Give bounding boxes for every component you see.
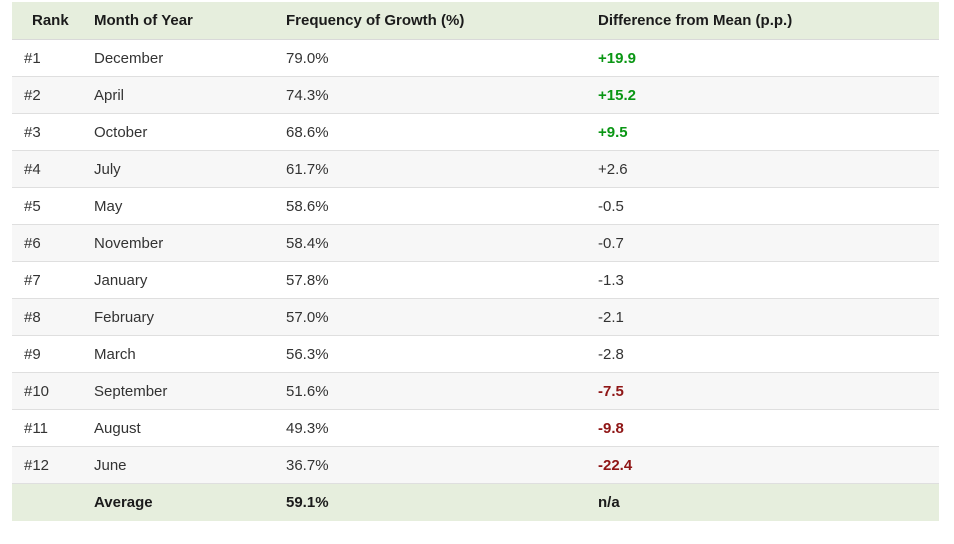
- difference-cell: -7.5: [586, 372, 939, 410]
- difference-value: -0.7: [598, 234, 624, 252]
- difference-cell: -0.7: [586, 224, 939, 262]
- frequency-cell: 36.7%: [274, 446, 586, 484]
- difference-value: -2.1: [598, 308, 624, 326]
- table-footer: Average 59.1% n/a: [12, 483, 939, 521]
- month-cell: August: [82, 409, 274, 447]
- difference-value: -9.8: [598, 419, 624, 437]
- table-row: #8 February 57.0% -2.1: [12, 298, 939, 336]
- growth-frequency-table: Rank Month of Year Frequency of Growth (…: [12, 2, 939, 521]
- rank-cell: #7: [12, 261, 82, 299]
- frequency-cell: 56.3%: [274, 335, 586, 373]
- rank-cell: #12: [12, 446, 82, 484]
- column-header-difference: Difference from Mean (p.p.): [586, 2, 939, 40]
- table-row: #4 July 61.7% +2.6: [12, 150, 939, 188]
- rank-cell: #4: [12, 150, 82, 188]
- difference-value: -22.4: [598, 456, 633, 474]
- difference-value: +9.5: [598, 123, 628, 141]
- month-cell: September: [82, 372, 274, 410]
- difference-value: -1.3: [598, 271, 624, 289]
- rank-cell: #3: [12, 113, 82, 151]
- table-row: #11 August 49.3% -9.8: [12, 409, 939, 447]
- average-label: Average: [82, 483, 274, 521]
- table-body: #1 December 79.0% +19.9 #2 April 74.3% +…: [12, 39, 939, 484]
- header-row: Rank Month of Year Frequency of Growth (…: [12, 2, 939, 40]
- difference-value: +2.6: [598, 160, 628, 178]
- table-header: Rank Month of Year Frequency of Growth (…: [12, 2, 939, 40]
- table-row: #10 September 51.6% -7.5: [12, 372, 939, 410]
- rank-cell: #2: [12, 76, 82, 114]
- month-cell: January: [82, 261, 274, 299]
- rank-cell: #8: [12, 298, 82, 336]
- column-header-rank: Rank: [12, 2, 82, 40]
- average-row: Average 59.1% n/a: [12, 483, 939, 521]
- month-cell: February: [82, 298, 274, 336]
- rank-cell: #10: [12, 372, 82, 410]
- frequency-cell: 58.4%: [274, 224, 586, 262]
- average-difference: n/a: [586, 483, 939, 521]
- frequency-cell: 51.6%: [274, 372, 586, 410]
- frequency-cell: 57.8%: [274, 261, 586, 299]
- difference-cell: +2.6: [586, 150, 939, 188]
- difference-value: +19.9: [598, 49, 636, 67]
- difference-cell: +15.2: [586, 76, 939, 114]
- average-frequency: 59.1%: [274, 483, 586, 521]
- difference-value: -0.5: [598, 197, 624, 215]
- difference-cell: -9.8: [586, 409, 939, 447]
- frequency-cell: 49.3%: [274, 409, 586, 447]
- difference-cell: +9.5: [586, 113, 939, 151]
- frequency-cell: 74.3%: [274, 76, 586, 114]
- difference-cell: -2.1: [586, 298, 939, 336]
- table-row: #7 January 57.8% -1.3: [12, 261, 939, 299]
- month-cell: May: [82, 187, 274, 225]
- table-row: #6 November 58.4% -0.7: [12, 224, 939, 262]
- difference-cell: -22.4: [586, 446, 939, 484]
- difference-cell: +19.9: [586, 39, 939, 77]
- month-cell: November: [82, 224, 274, 262]
- table-row: #1 December 79.0% +19.9: [12, 39, 939, 77]
- table-row: #3 October 68.6% +9.5: [12, 113, 939, 151]
- rank-cell: #9: [12, 335, 82, 373]
- difference-cell: -0.5: [586, 187, 939, 225]
- table-row: #5 May 58.6% -0.5: [12, 187, 939, 225]
- column-header-month: Month of Year: [82, 2, 274, 40]
- frequency-cell: 61.7%: [274, 150, 586, 188]
- growth-frequency-table-container: Rank Month of Year Frequency of Growth (…: [12, 2, 939, 521]
- month-cell: July: [82, 150, 274, 188]
- rank-cell: #1: [12, 39, 82, 77]
- difference-value: -2.8: [598, 345, 624, 363]
- difference-cell: -2.8: [586, 335, 939, 373]
- column-header-frequency: Frequency of Growth (%): [274, 2, 586, 40]
- month-cell: October: [82, 113, 274, 151]
- rank-cell: #5: [12, 187, 82, 225]
- frequency-cell: 68.6%: [274, 113, 586, 151]
- table-row: #2 April 74.3% +15.2: [12, 76, 939, 114]
- table-row: #9 March 56.3% -2.8: [12, 335, 939, 373]
- rank-cell: #6: [12, 224, 82, 262]
- difference-value: -7.5: [598, 382, 624, 400]
- month-cell: December: [82, 39, 274, 77]
- table-row: #12 June 36.7% -22.4: [12, 446, 939, 484]
- difference-cell: -1.3: [586, 261, 939, 299]
- rank-cell: #11: [12, 409, 82, 447]
- month-cell: June: [82, 446, 274, 484]
- month-cell: March: [82, 335, 274, 373]
- rank-cell-empty: [12, 483, 82, 521]
- frequency-cell: 57.0%: [274, 298, 586, 336]
- difference-value: +15.2: [598, 86, 636, 104]
- frequency-cell: 79.0%: [274, 39, 586, 77]
- frequency-cell: 58.6%: [274, 187, 586, 225]
- month-cell: April: [82, 76, 274, 114]
